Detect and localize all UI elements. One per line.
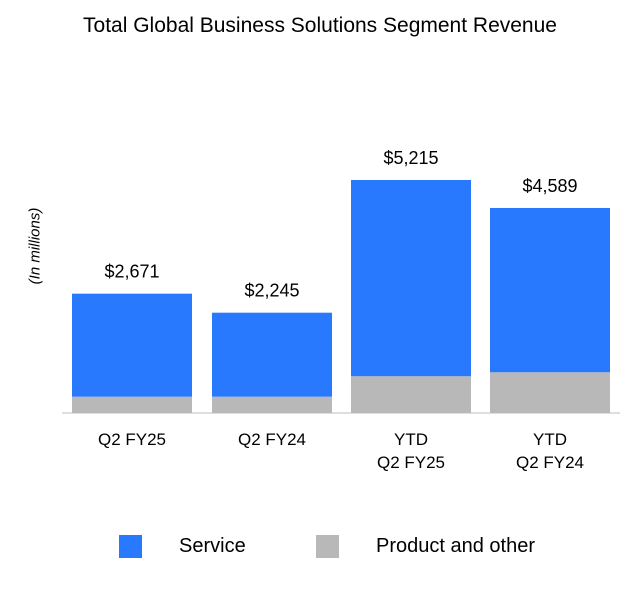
- bar-product-and-other-2: [212, 396, 332, 413]
- legend-swatch-service: [119, 535, 142, 558]
- bar-product-and-other-1: [72, 396, 192, 413]
- x-tick-label-3-line-2: Q2 FY25: [377, 453, 445, 472]
- bar-product-and-other-3: [351, 376, 471, 413]
- legend-label-product-and-other: Product and other: [376, 535, 535, 557]
- legend-item-product-and-other: Product and other: [316, 535, 535, 558]
- bar-service-2: [212, 312, 332, 397]
- bar-service-3: [351, 180, 471, 377]
- legend-label-service: Service: [179, 535, 246, 557]
- legend: Service Product and other: [0, 535, 640, 565]
- legend-item-service: Service: [119, 535, 246, 558]
- x-tick-label-3-line-1: YTD: [394, 430, 428, 449]
- x-tick-label-1: Q2 FY25: [98, 430, 166, 449]
- total-label-2: $2,245: [244, 281, 299, 301]
- bar-product-and-other-4: [490, 372, 610, 413]
- x-tick-label-4-line-1: YTD: [533, 430, 567, 449]
- total-label-3: $5,215: [383, 148, 438, 168]
- chart-title: Total Global Business Solutions Segment …: [83, 14, 557, 37]
- x-tick-label-2: Q2 FY24: [238, 430, 306, 449]
- total-label-1: $2,671: [104, 262, 159, 282]
- bar-service-1: [72, 293, 192, 397]
- legend-swatch-product-and-other: [316, 535, 339, 558]
- x-tick-label-4-line-2: Q2 FY24: [516, 453, 584, 472]
- bar-service-4: [490, 207, 610, 373]
- total-label-4: $4,589: [522, 176, 577, 196]
